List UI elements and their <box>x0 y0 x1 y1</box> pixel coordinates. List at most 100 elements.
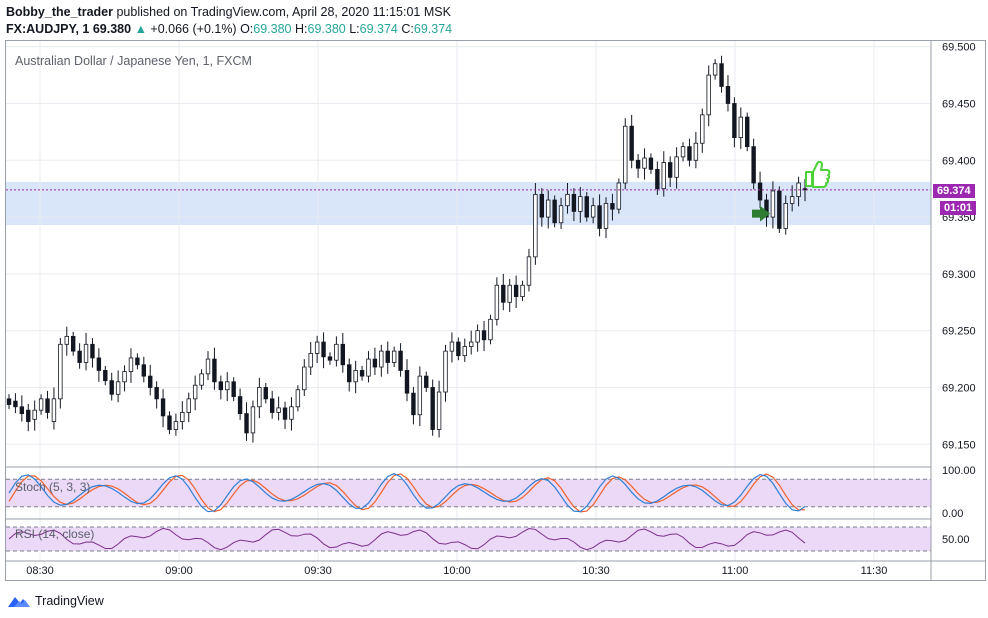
candle-body <box>372 358 378 368</box>
candle-body <box>449 341 455 352</box>
candle-body <box>674 156 679 178</box>
candle-body <box>148 375 153 388</box>
rsi-legend[interactable]: RSI (14, close) <box>15 527 95 541</box>
candle-body <box>237 396 243 415</box>
candle-body <box>77 350 82 363</box>
candle-body <box>635 159 641 169</box>
candle-body <box>70 335 76 352</box>
time-tick-label: 08:30 <box>26 565 54 577</box>
close-value: 69.374 <box>413 22 453 36</box>
candle-body <box>282 407 288 420</box>
candle-body <box>173 421 179 430</box>
low-label: L: <box>349 22 360 36</box>
low-value: 69.374 <box>359 22 398 36</box>
candle-body <box>693 142 699 161</box>
candle-body <box>366 358 371 377</box>
candle-body <box>661 162 666 190</box>
candle-body <box>180 412 185 422</box>
symbol-info: FX:AUDJPY, 1 69.380 ▲ +0.066 (+0.1%) O:6… <box>6 22 452 36</box>
arrow-shape <box>752 205 770 222</box>
candle-body <box>719 63 724 87</box>
footer-brand[interactable]: TradingView <box>8 592 104 610</box>
candle-body <box>667 162 673 178</box>
time-tick-label: 09:30 <box>304 565 332 577</box>
candle-body <box>154 387 159 400</box>
candle-body <box>655 168 660 190</box>
rsi-line <box>8 527 806 551</box>
candle-body <box>436 391 442 430</box>
candle-body <box>404 370 410 394</box>
candle-body <box>475 330 480 343</box>
time-tick-label: 11:00 <box>722 565 749 577</box>
candle-body <box>13 400 18 408</box>
candle-body <box>96 357 102 371</box>
candle-body <box>359 370 365 377</box>
stoch-tick-label: 100.00 <box>942 465 976 477</box>
close-label: C: <box>401 22 414 36</box>
last-price: 69.380 <box>92 22 132 36</box>
price-tick-label: 69.250 <box>942 326 976 338</box>
candle-body <box>725 86 731 104</box>
candle-body <box>263 387 268 400</box>
candle-body <box>571 193 577 212</box>
price-tick-label: 69.450 <box>942 98 976 110</box>
candle-body <box>295 389 301 408</box>
candle-body <box>687 146 692 161</box>
candle-body <box>289 406 294 420</box>
candle-body <box>745 116 750 148</box>
candle-body <box>456 341 461 357</box>
candle-body <box>58 343 63 400</box>
candle-body <box>610 203 615 210</box>
candle-body <box>488 318 493 341</box>
stoch-d-line <box>8 473 806 513</box>
candle-body <box>533 193 538 258</box>
candle-body <box>642 157 647 169</box>
price-tick-label: 69.500 <box>942 42 976 54</box>
candle-body <box>314 341 320 354</box>
candle-body <box>597 205 602 229</box>
candle-body <box>90 343 95 359</box>
candle-body <box>45 398 50 413</box>
candle-body <box>225 381 230 391</box>
candle-body <box>321 341 326 358</box>
price-change: +0.066 (+0.1%) <box>150 22 237 36</box>
right-arrow-icon <box>752 205 770 222</box>
candle-body <box>218 381 224 391</box>
candle-body <box>507 284 512 303</box>
author-name[interactable]: Bobby_the_trader <box>6 5 113 19</box>
symbol-name: FX:AUDJPY, 1 <box>6 22 90 36</box>
candle-body <box>424 375 429 388</box>
candle-body <box>629 125 634 161</box>
candle-body <box>468 341 474 347</box>
candle-body <box>513 284 519 297</box>
candle-body <box>565 193 570 207</box>
candle-body <box>257 387 262 408</box>
candle-body <box>167 415 172 430</box>
candle-body <box>327 356 333 361</box>
candle-body <box>520 284 525 297</box>
stoch-tick-label: 0.00 <box>942 508 963 520</box>
candle-body <box>231 381 236 397</box>
candle-body <box>141 364 147 377</box>
time-tick-label: 09:00 <box>165 565 193 577</box>
candle-body <box>411 392 416 416</box>
candle-body <box>205 358 211 375</box>
stoch-k-line <box>8 473 806 513</box>
candle-body <box>250 406 256 434</box>
stoch-legend[interactable]: Stoch (5, 3, 3) <box>15 480 91 494</box>
candle-body <box>32 409 37 420</box>
candle-body <box>777 190 782 229</box>
candle-body <box>51 398 57 422</box>
candle-body <box>103 370 108 382</box>
price-tag: 69.374 <box>933 184 975 198</box>
candle-body <box>269 398 275 413</box>
candle-body <box>680 146 686 158</box>
candle-body <box>347 364 352 383</box>
open-value: 69.380 <box>253 22 292 36</box>
candle-body <box>83 343 89 363</box>
candle-body <box>443 350 448 393</box>
candle-body <box>700 114 705 144</box>
main-legend[interactable]: Australian Dollar / Japanese Yen, 1, FXC… <box>15 54 252 68</box>
candle-body <box>398 350 403 371</box>
